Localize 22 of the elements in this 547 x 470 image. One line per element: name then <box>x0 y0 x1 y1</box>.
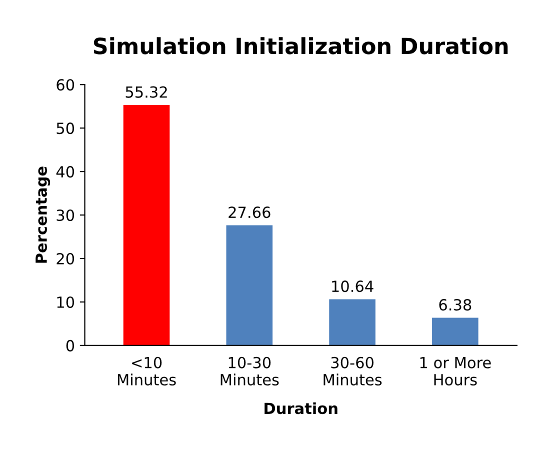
x-tick-label: 10-30 Minutes <box>220 356 279 386</box>
data-label: 10.64 <box>332 280 374 292</box>
x-tick-label: <10 Minutes <box>118 356 176 386</box>
data-label: 27.66 <box>228 206 270 218</box>
y-tick-label: 50 <box>56 122 74 134</box>
y-tick-label: 0 <box>66 340 74 352</box>
bar <box>226 225 273 346</box>
chart-title: Simulation Initialization Duration <box>94 37 508 54</box>
bar <box>123 104 170 346</box>
y-tick-label: 40 <box>56 166 74 178</box>
bar <box>432 318 478 346</box>
x-tick-label: 1 or More Hours <box>420 357 491 386</box>
x-tick-label: 30-60 Minutes <box>324 356 382 386</box>
y-tick-label: 60 <box>56 79 74 91</box>
y-axis-title: Percentage <box>36 166 50 263</box>
data-label: 55.32 <box>126 86 167 98</box>
data-label: 6.38 <box>439 299 472 311</box>
y-tick-label: 20 <box>56 252 74 265</box>
y-tick-label: 30 <box>56 209 74 222</box>
x-axis-title: Duration <box>264 402 338 414</box>
y-tick-label: 10 <box>57 296 74 308</box>
bar <box>329 299 376 346</box>
